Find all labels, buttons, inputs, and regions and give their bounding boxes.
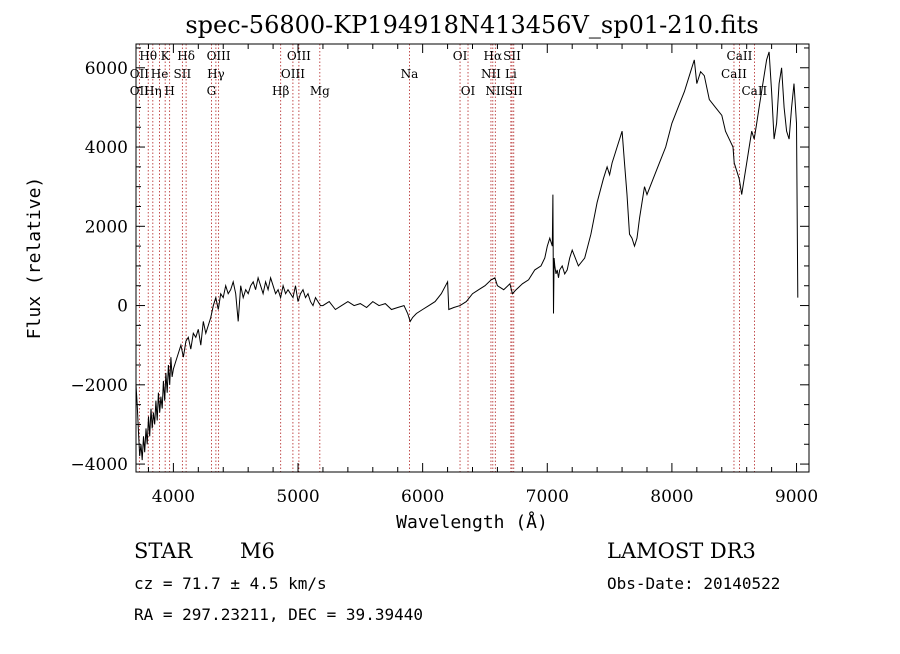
- line-marker-label: Hγ: [207, 67, 225, 81]
- spectrum-line: [135, 51, 799, 461]
- line-marker-label: OIII: [207, 49, 231, 63]
- y-tick-label: 4000: [85, 138, 128, 158]
- line-marker-labels: Hθ OII OII K He Hη H Hδ SII OIII Hγ G Hβ OIII OIII Mg Na…: [130, 49, 768, 98]
- line-marker-label: Hθ: [139, 49, 157, 63]
- line-markers: [138, 44, 755, 472]
- line-marker-label: He: [151, 67, 169, 81]
- line-marker-label: G: [207, 84, 217, 98]
- line-marker-label: CaII: [741, 84, 767, 98]
- x-axis-ticks: 4000 5000 6000 7000 8000 9000: [147, 44, 818, 507]
- line-marker-label: OIII: [287, 49, 311, 63]
- line-marker-label: OIII: [281, 67, 305, 81]
- y-axis-ticks: −4000 −2000 0 2000 4000 6000: [70, 47, 809, 475]
- obs-date: Obs-Date: 20140522: [607, 574, 780, 593]
- line-marker-label: CaII: [721, 67, 747, 81]
- line-marker-label: Li: [505, 67, 517, 81]
- line-marker-label: OI: [453, 49, 468, 63]
- x-tick-label: 5000: [276, 487, 319, 507]
- line-marker-label: SII: [174, 67, 192, 81]
- line-marker-label: Hβ: [272, 84, 289, 98]
- object-class: STAR: [134, 539, 193, 563]
- line-marker-label: Hδ: [177, 49, 195, 63]
- x-tick-label: 7000: [526, 487, 569, 507]
- line-marker-label: Mg: [310, 84, 330, 98]
- y-axis-label: Flux (relative): [24, 177, 45, 340]
- line-marker-label: OI: [461, 84, 476, 98]
- y-tick-label: 2000: [85, 217, 128, 237]
- chart-title: spec-56800-KP194918N413456V_sp01-210.fit…: [185, 11, 758, 39]
- line-marker-label: Na: [401, 67, 419, 81]
- plot-frame: [135, 43, 810, 473]
- y-tick-label: 0: [117, 297, 128, 317]
- line-marker-label: OII: [130, 67, 150, 81]
- x-axis-label: Wavelength (Å): [396, 511, 548, 533]
- line-marker-label: SII: [503, 49, 521, 63]
- line-marker-label: K: [161, 49, 171, 63]
- coordinates-readout: RA = 297.23211, DEC = 39.39440: [134, 605, 423, 624]
- redshift-readout: cz = 71.7 ± 4.5 km/s: [134, 574, 327, 593]
- object-subclass: M6: [240, 539, 275, 563]
- x-tick-label: 9000: [775, 487, 818, 507]
- line-marker-label: Hη: [144, 84, 162, 98]
- x-tick-label: 4000: [152, 487, 195, 507]
- line-marker-label: NII: [485, 84, 505, 98]
- survey-name: LAMOST DR3: [607, 539, 756, 563]
- y-tick-label: 6000: [85, 59, 128, 79]
- line-marker-label: CaII: [727, 49, 753, 63]
- line-marker-label: NII: [481, 67, 501, 81]
- line-marker-label: Hα: [484, 49, 503, 63]
- x-tick-label: 8000: [650, 487, 693, 507]
- y-tick-label: −2000: [70, 376, 128, 396]
- x-tick-label: 6000: [401, 487, 444, 507]
- line-marker-label: SII: [505, 84, 523, 98]
- y-tick-label: −4000: [70, 455, 128, 475]
- line-marker-label: OII: [130, 84, 150, 98]
- line-marker-label: H: [164, 84, 174, 98]
